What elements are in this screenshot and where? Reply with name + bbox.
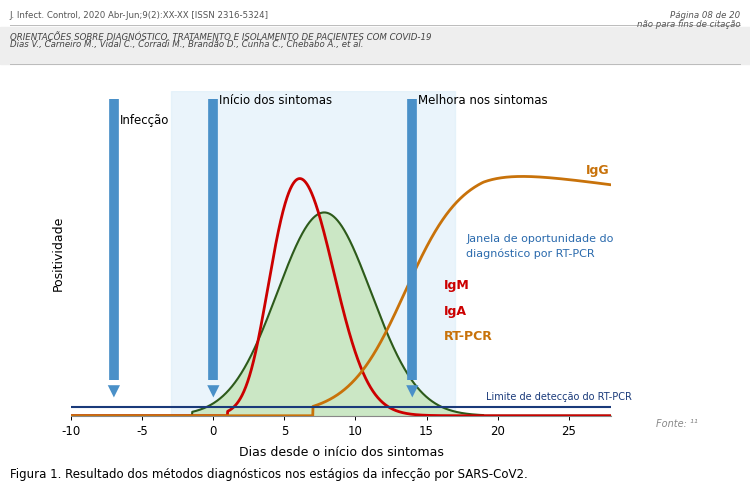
Text: Melhora nos sintomas: Melhora nos sintomas (418, 94, 548, 107)
Text: IgM: IgM (443, 279, 470, 292)
Text: Página 08 de 20: Página 08 de 20 (670, 11, 740, 20)
Text: Início dos sintomas: Início dos sintomas (219, 94, 332, 107)
Text: Infecção: Infecção (119, 114, 169, 126)
Y-axis label: Positividade: Positividade (51, 215, 64, 291)
X-axis label: Dias desde o início dos sintomas: Dias desde o início dos sintomas (238, 446, 444, 459)
Text: IgA: IgA (443, 305, 466, 318)
Text: ORIENTAÇÕES SOBRE DIAGNÓSTICO, TRATAMENTO E ISOLAMENTO DE PACIENTES COM COVID-19: ORIENTAÇÕES SOBRE DIAGNÓSTICO, TRATAMENT… (10, 31, 431, 42)
Text: Janela de oportunidade do
diagnóstico por RT-PCR: Janela de oportunidade do diagnóstico po… (466, 234, 614, 259)
Text: Fonte: ¹¹: Fonte: ¹¹ (656, 419, 698, 429)
Text: não para fins de citação: não para fins de citação (637, 20, 740, 29)
Text: IgG: IgG (586, 163, 609, 177)
Text: Limite de detecção do RT-PCR: Limite de detecção do RT-PCR (486, 392, 632, 402)
Text: Dias V., Carneiro M., Vidal C., Corradi M., Brandão D., Cunha C., Chebabo A., et: Dias V., Carneiro M., Vidal C., Corradi … (10, 40, 363, 49)
Text: J. Infect. Control, 2020 Abr-Jun;9(2):XX-XX [ISSN 2316-5324]: J. Infect. Control, 2020 Abr-Jun;9(2):XX… (10, 11, 268, 20)
Bar (171, 91, 455, 416)
Text: RT-PCR: RT-PCR (443, 330, 493, 343)
Text: Figura 1. Resultado dos métodos diagnósticos nos estágios da infecção por SARS-C: Figura 1. Resultado dos métodos diagnóst… (10, 468, 527, 481)
